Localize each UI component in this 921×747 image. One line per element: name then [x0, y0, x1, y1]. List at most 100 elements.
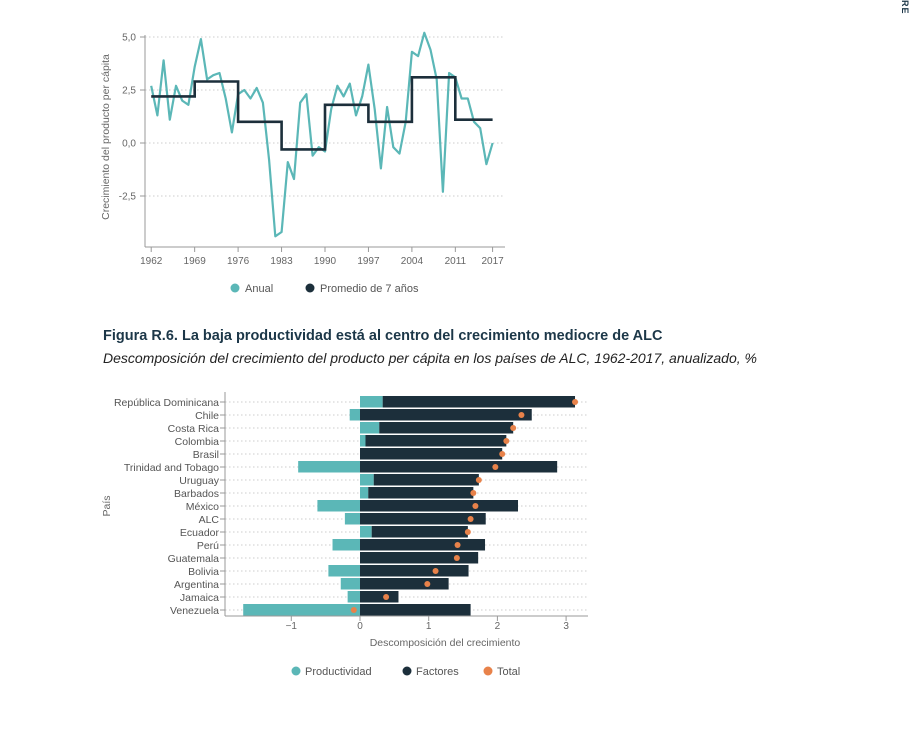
c2-x-axis-title: Descomposición del crecimiento [370, 637, 521, 649]
bar-factores [360, 591, 399, 603]
point-total [510, 425, 517, 431]
legend-factores-label: Factores [416, 666, 459, 678]
c1-x-tick-label: 1969 [184, 256, 207, 267]
c1-x-tick-labels: 1962 1969 1976 1983 1990 1997 2004 2011 2017 [140, 247, 504, 267]
bar-productividad [298, 461, 360, 473]
c1-y-tick-label: -2,5 [119, 192, 137, 203]
legend-total-label: Total [497, 666, 520, 678]
bar-factores [360, 500, 519, 512]
bar-factores [360, 578, 449, 590]
legend-factores-marker [402, 666, 412, 676]
point-total [492, 464, 499, 470]
bar-productividad [360, 474, 374, 486]
legend-anual-marker [230, 283, 240, 293]
bar-productividad [360, 435, 366, 447]
c1-x-tick-label: 1962 [140, 256, 163, 267]
bar-productividad [360, 487, 369, 499]
point-total [503, 438, 510, 444]
bar-productividad [344, 513, 360, 525]
c2-bars [243, 396, 579, 616]
bar-factores [365, 435, 507, 447]
point-total [475, 477, 482, 483]
point-total [518, 412, 525, 418]
c1-legend: Anual Promedio de 7 años [230, 283, 419, 295]
c2-x-tick-label: 0 [357, 621, 363, 632]
c2-x-tick-label: 3 [563, 621, 569, 632]
bar-factores [379, 422, 514, 434]
bar-productividad [349, 409, 360, 421]
figure-subtitle: Descomposición del crecimiento del produ… [103, 350, 757, 366]
c1-x-tick-label: 1990 [314, 256, 337, 267]
c1-x-tick-label: 2017 [481, 256, 504, 267]
c2-category-label: Brasil [193, 449, 219, 461]
legend-promedio-marker [305, 283, 315, 293]
c1-x-tick-label: 2011 [445, 256, 467, 267]
c2-y-axis-title: País [101, 495, 113, 516]
side-running-head: RE [900, 0, 910, 15]
c2-x-tick-label: 2 [495, 621, 501, 632]
bar-productividad [360, 422, 380, 434]
point-total [453, 555, 460, 561]
bar-factores [360, 448, 503, 460]
c2-category-label: Ecuador [180, 527, 220, 539]
bar-factores [360, 552, 479, 564]
bar-factores [382, 396, 576, 408]
c2-category-label: Costa Rica [168, 423, 220, 435]
point-total [383, 594, 390, 600]
bar-factores [360, 513, 486, 525]
c1-y-tick-label: 0,0 [122, 139, 136, 150]
bar-factores [368, 487, 474, 499]
bar-factores [360, 461, 558, 473]
c2-category-label: Trinidad and Tobago [124, 462, 219, 474]
chart-gdp-growth: 5,0 2,5 0,0 -2,5 1962 1969 1976 1983 1990 1997 20… [100, 31, 505, 295]
point-total [499, 451, 506, 457]
bar-productividad [360, 526, 372, 538]
point-total [572, 399, 579, 405]
bar-factores [360, 539, 486, 551]
c2-category-label: Colombia [175, 436, 220, 448]
c2-category-label: Perú [197, 540, 219, 552]
point-total [467, 516, 474, 522]
c2-x-tick-label: −1 [286, 621, 298, 632]
bar-factores [371, 526, 468, 538]
bar-productividad [360, 396, 383, 408]
bar-productividad [317, 500, 360, 512]
c2-category-label: República Dominicana [114, 397, 219, 409]
legend-anual-label: Anual [245, 283, 273, 295]
c2-category-label: Argentina [174, 579, 219, 591]
bar-factores [360, 409, 532, 421]
c1-x-tick-label: 2004 [401, 256, 424, 267]
legend-total-marker [483, 666, 493, 676]
c1-y-axis-title: Crecimiento del producto per cápita [100, 54, 112, 220]
c2-category-label: México [186, 501, 219, 513]
c2-category-label: ALC [199, 514, 220, 526]
bar-factores [360, 565, 469, 577]
c2-category-label: Guatemala [168, 553, 220, 565]
c2-category-label: Venezuela [170, 605, 219, 617]
point-total [350, 607, 357, 613]
point-total [472, 503, 479, 509]
c1-x-tick-label: 1976 [227, 256, 250, 267]
c2-category-label: Jamaica [180, 592, 219, 604]
point-total [470, 490, 477, 496]
bar-factores [373, 474, 479, 486]
c2-legend: Productividad Factores Total [291, 666, 520, 678]
c1-y-tick-label: 2,5 [122, 86, 136, 97]
c2-category-label: Uruguay [179, 475, 219, 487]
point-total [432, 568, 439, 574]
point-total [454, 542, 461, 548]
c1-x-tick-label: 1983 [270, 256, 293, 267]
c1-y-tick-labels: 5,0 2,5 0,0 -2,5 [119, 33, 137, 203]
c2-x-tick-label: 1 [426, 621, 432, 632]
figure-title: Figura R.6. La baja productividad está a… [103, 328, 663, 344]
series-line-anual [150, 31, 494, 238]
bar-productividad [243, 604, 360, 616]
point-total [464, 529, 471, 535]
legend-productividad-marker [291, 666, 301, 676]
bar-productividad [328, 565, 360, 577]
legend-promedio-label: Promedio de 7 años [320, 283, 419, 295]
c1-y-tick-label: 5,0 [122, 33, 136, 44]
c1-series-lines [150, 31, 494, 238]
